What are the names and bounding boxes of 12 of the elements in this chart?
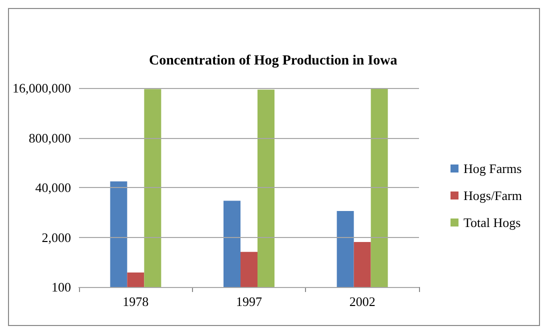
legend-label: Hog Farms — [464, 161, 522, 176]
y-tick-label: 16,000,000 — [12, 80, 71, 96]
y-tick-label: 800,000 — [28, 130, 71, 146]
legend-label: Hogs/Farm — [464, 188, 522, 203]
legend-label: Total Hogs — [464, 215, 521, 230]
x-tick-label: 1978 — [122, 294, 149, 309]
y-tick-label: 100 — [52, 280, 71, 294]
x-tick-label: 1997 — [236, 294, 262, 309]
x-tick-label: 2002 — [349, 294, 376, 309]
y-tick-label: 40,000 — [35, 180, 71, 195]
chart-title: Concentration of Hog Production in Iowa — [149, 54, 398, 68]
y-tick-label: 2,000 — [42, 230, 71, 245]
